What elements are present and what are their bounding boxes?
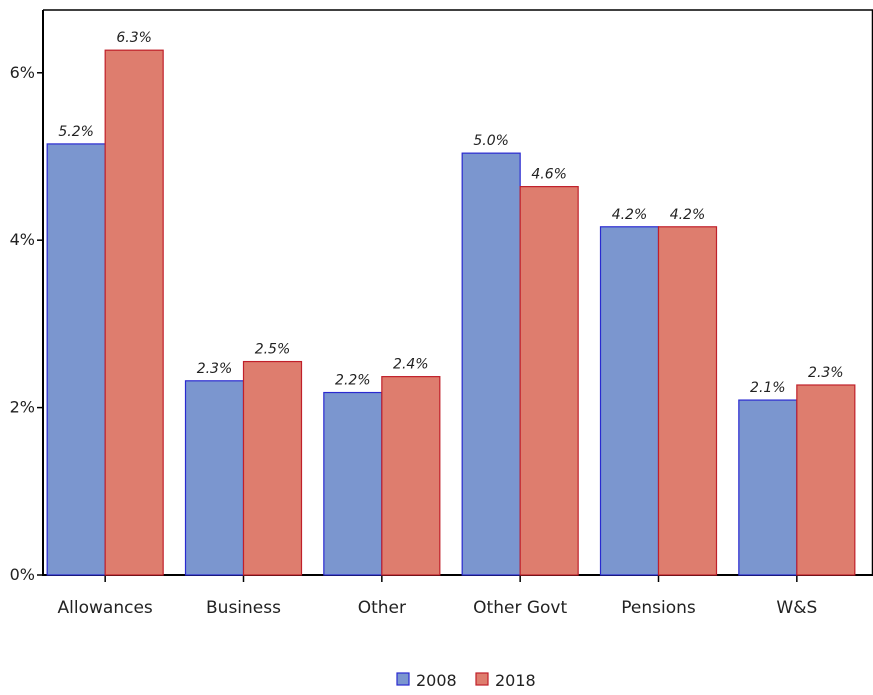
data-label: 2.3% xyxy=(808,365,844,381)
data-label: 2.4% xyxy=(393,357,429,373)
bar-2018-business xyxy=(242,360,303,576)
legend-label: 2018 xyxy=(495,671,536,690)
legend-swatch-2018 xyxy=(475,672,489,686)
bar-2018-other xyxy=(381,376,441,576)
data-label: 4.2% xyxy=(670,207,706,223)
data-label: 2.2% xyxy=(335,373,371,389)
bar-2008-allowances xyxy=(46,143,106,576)
y-tick-label: 6% xyxy=(10,63,35,82)
x-axis: Allowances Business Other Other Govt Pension… xyxy=(43,574,873,618)
data-label: 5.2% xyxy=(58,124,94,140)
x-category-label: Other xyxy=(358,598,406,618)
y-tick-label: 4% xyxy=(10,230,35,249)
data-label: 5.0% xyxy=(473,133,509,149)
bar-2018-pensions xyxy=(657,226,718,576)
y-tick-label: 2% xyxy=(10,398,35,417)
data-labels: 5.2% 6.3% 2.3% 2.5% 2.2% 2.4% 5.0% 4.6% 4.2% 4.2%… xyxy=(58,30,843,396)
x-category-label: Other Govt xyxy=(473,598,567,618)
data-label: 2.3% xyxy=(197,361,233,377)
legend-label: 2008 xyxy=(416,671,457,690)
bar-2018-other-govt xyxy=(519,186,579,576)
x-category-label: Pensions xyxy=(621,598,696,618)
bar-2018-allowances xyxy=(104,49,164,576)
legend: 2008 2018 xyxy=(396,671,536,690)
bars xyxy=(46,49,856,576)
data-label: 2.1% xyxy=(750,380,786,396)
bar-2008-other xyxy=(323,391,383,576)
bar-2008-pensions xyxy=(599,226,660,576)
x-category-label: Allowances xyxy=(58,598,153,618)
bar-2008-business xyxy=(184,380,245,576)
x-category-label: W&S xyxy=(776,598,817,618)
data-label: 4.6% xyxy=(531,167,567,183)
bar-2008-other-govt xyxy=(461,152,521,576)
y-tick-label: 0% xyxy=(10,565,35,584)
y-axis: 0% 2% 4% 6% xyxy=(10,10,44,584)
x-category-label: Business xyxy=(206,598,281,618)
data-label: 4.2% xyxy=(612,207,648,223)
data-label: 2.5% xyxy=(255,342,291,358)
legend-swatch-2008 xyxy=(396,672,410,686)
bar-2018-w-s xyxy=(796,384,856,576)
data-label: 6.3% xyxy=(116,30,152,46)
bar-2008-w-s xyxy=(738,399,798,576)
